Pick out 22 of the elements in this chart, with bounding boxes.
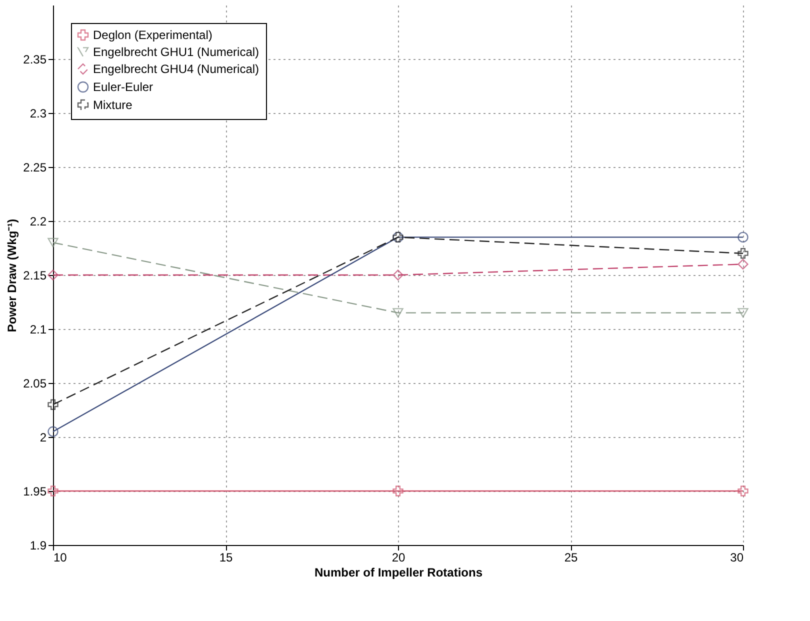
legend-label: Deglon (Experimental) <box>93 28 212 42</box>
x-tick-label: 25 <box>564 550 578 564</box>
y-tick-label: 2.25 <box>23 160 47 174</box>
y-axis-title: Power Draw (Wkg⁻¹) <box>5 218 20 332</box>
legend-label: Engelbrecht GHU1 (Numerical) <box>93 45 260 59</box>
legend-label: Euler-Euler <box>93 80 154 94</box>
legend-label: Mixture <box>93 98 133 112</box>
y-tick-label: 1.9 <box>30 538 47 552</box>
x-tick-label: 10 <box>54 550 68 564</box>
y-tick-label: 2 <box>40 430 47 444</box>
y-tick-label: 2.35 <box>23 52 47 66</box>
x-axis-title: Number of Impeller Rotations <box>314 566 483 580</box>
y-tick-label: 2.15 <box>23 268 47 282</box>
y-tick-label: 2.2 <box>30 214 47 228</box>
x-tick-label: 20 <box>392 550 406 564</box>
x-tick-label: 30 <box>730 550 744 564</box>
y-tick-label: 2.1 <box>30 322 47 336</box>
y-tick-label: 2.05 <box>23 376 47 390</box>
y-tick-label: 2.3 <box>30 106 47 120</box>
x-tick-label: 15 <box>219 550 233 564</box>
y-tick-label: 1.95 <box>23 484 47 498</box>
legend-label: Engelbrecht GHU4 (Numerical) <box>93 62 260 76</box>
